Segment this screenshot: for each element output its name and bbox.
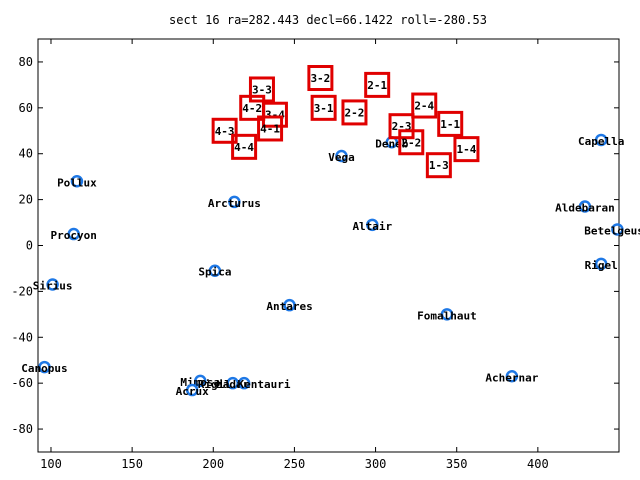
sensor-label: 3-3	[252, 83, 272, 96]
star-label: Sirius	[33, 280, 73, 293]
x-tick-label: 250	[284, 457, 306, 471]
sensor-label: 1-4	[457, 143, 477, 156]
chart-title: sect 16 ra=282.443 decl=66.1422 roll=-28…	[169, 13, 487, 27]
y-tick-label: 20	[19, 193, 33, 207]
sensor-label: 1-3	[429, 159, 449, 172]
star-label: Arcturus	[208, 197, 261, 210]
star-marker	[611, 223, 624, 236]
y-tick-label: 40	[19, 147, 33, 161]
y-tick-label: -60	[11, 376, 33, 390]
y-tick-label: 80	[19, 55, 33, 69]
x-tick-label: 350	[446, 457, 468, 471]
star-label: Capella	[578, 135, 624, 148]
star-label: Acrux	[176, 385, 209, 398]
star-marker	[194, 374, 207, 388]
sensor-label: 3-1	[314, 102, 334, 115]
star-marker	[505, 370, 519, 383]
star-label: Canopus	[21, 362, 67, 375]
star-marker	[578, 200, 592, 213]
star-marker	[594, 257, 608, 271]
y-axis: 80 60 40 20 0 -20 -40 -60 -80	[11, 55, 619, 436]
star-marker	[440, 308, 454, 321]
sensor-label: 4-2	[242, 102, 262, 115]
sensor-label: 2-1	[367, 79, 387, 92]
sensor-box	[231, 133, 258, 160]
star-label: Vega	[328, 151, 355, 164]
sensor-box	[307, 65, 334, 92]
star-label: Achernar	[485, 371, 538, 384]
sensor-box	[211, 117, 238, 144]
star-marker	[226, 376, 239, 390]
sensor-box	[261, 101, 288, 128]
star-label: Procyon	[51, 229, 97, 242]
star-marker	[185, 383, 199, 397]
sensor-box	[411, 92, 438, 119]
sensor-label: 4-4	[234, 141, 254, 154]
sensor-box	[388, 113, 415, 140]
y-tick-label: -20	[11, 284, 33, 298]
star-label: Rigel	[585, 259, 618, 272]
sensor-box	[248, 76, 275, 103]
star-label: Antares	[266, 300, 312, 313]
star-marker	[70, 175, 84, 188]
sensor-box	[453, 136, 480, 163]
star-marker	[366, 218, 379, 232]
x-tick-label: 200	[202, 457, 224, 471]
sensor-box	[341, 99, 368, 126]
star-marker	[283, 298, 296, 312]
sensor-box	[364, 71, 391, 98]
sensor-label: 3-2	[310, 72, 330, 85]
sensor-box	[437, 110, 464, 137]
star-marker	[237, 376, 251, 390]
star-marker	[594, 133, 608, 147]
y-tick-label: 60	[19, 101, 33, 115]
star-marker	[46, 278, 59, 291]
star-series: Pollux Procyon Sirius Canopus Arcturus Spica A…	[21, 133, 640, 398]
star-marker	[67, 227, 80, 241]
x-tick-label: 300	[365, 457, 387, 471]
sensor-label: 4-3	[215, 125, 235, 138]
y-tick-label: 0	[26, 239, 33, 253]
sensor-box	[398, 129, 425, 156]
y-tick-label: -80	[11, 422, 33, 436]
sensor-box	[310, 94, 337, 121]
sensor-label: 4-1	[260, 122, 280, 135]
star-label: Fomalhaut	[417, 309, 477, 322]
sensor-label: 2-2	[401, 136, 421, 149]
sensor-label: 2-4	[414, 100, 434, 113]
y-tick-label: -40	[11, 330, 33, 344]
sensor-box	[425, 152, 452, 179]
star-label: Spica	[198, 266, 231, 279]
star-marker	[228, 195, 241, 209]
star-label: Pollux	[57, 176, 97, 189]
x-tick-label: 150	[121, 457, 143, 471]
x-tick-label: 100	[40, 457, 62, 471]
star-marker	[38, 360, 51, 374]
sensor-label: 2-2	[345, 106, 365, 119]
sensor-box	[257, 115, 284, 142]
star-marker	[208, 264, 222, 277]
x-axis: 100 150 200 250 300 350 400	[40, 39, 549, 471]
x-tick-label: 400	[527, 457, 549, 471]
star-label: Betelgeuse	[584, 224, 640, 237]
star-label: Altair	[352, 220, 392, 233]
sensor-series: 3-22-13-34-2 3-1 2-23-42-42-3 1-14-14-34-4 2…	[211, 65, 480, 179]
star-marker	[335, 149, 348, 163]
star-label: Aldebaran	[555, 201, 615, 214]
sensor-label: 1-1	[440, 118, 460, 131]
star-label: Rigil Kentauri	[198, 378, 291, 391]
